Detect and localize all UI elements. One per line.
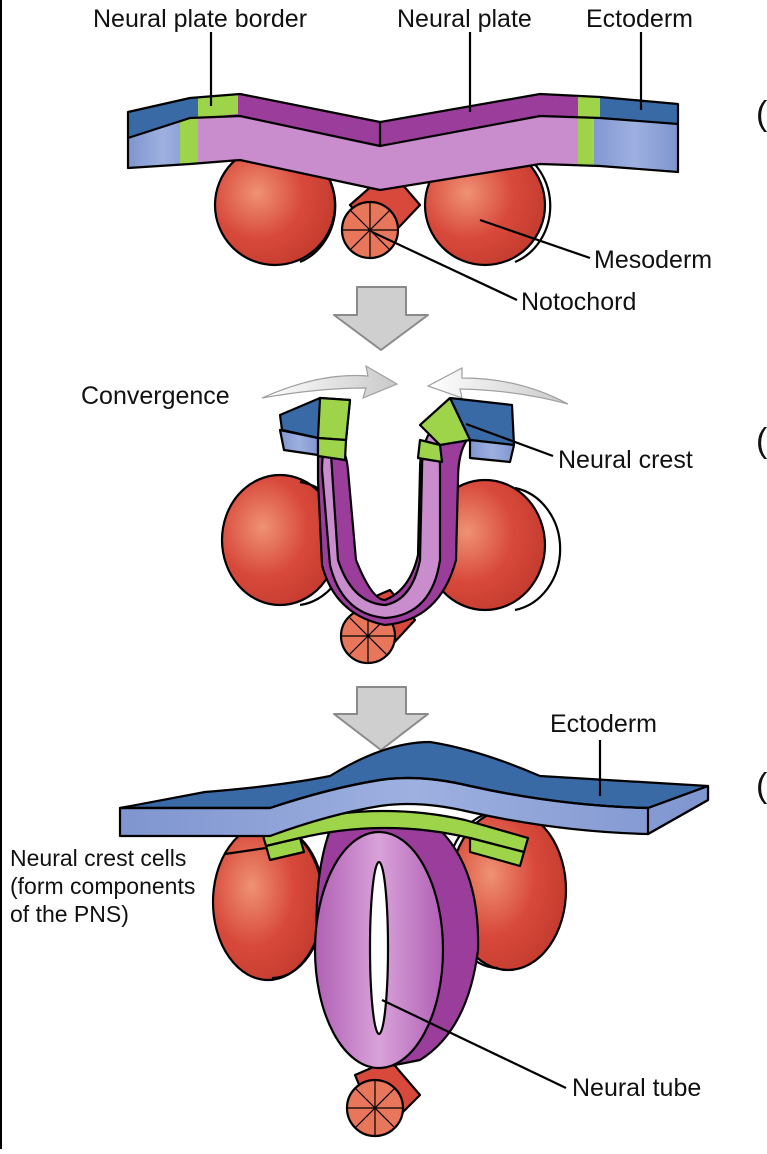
notochord-c (345, 1058, 422, 1138)
label-notochord: Notochord (521, 288, 636, 316)
neural-crest-cells-c (260, 809, 530, 868)
down-arrow-2 (333, 686, 429, 751)
label-neural-plate: Neural plate (397, 5, 532, 33)
label-neural-crest-cells-1: Neural crest cells (10, 845, 186, 871)
stage-marker-a: ( (756, 95, 767, 133)
leader-mesoderm (479, 218, 591, 260)
convergence-arrow-right (426, 367, 569, 405)
stage-a: Neural plate border Neural plate Ectoder… (93, 5, 767, 316)
convergence-arrow-left (261, 364, 399, 400)
label-ectoderm-top: Ectoderm (586, 5, 693, 33)
label-convergence: Convergence (81, 382, 230, 410)
ectoderm-sheet-c (118, 740, 710, 838)
neural-plate-sheet-a (126, 92, 680, 192)
leader-notochord (371, 231, 518, 301)
stage-marker-c: ( (756, 767, 767, 805)
leader-neural-tube (381, 999, 567, 1089)
label-neural-plate-border: Neural plate border (93, 5, 307, 33)
label-neural-crest-cells-2: (form components (10, 873, 195, 899)
label-neural-tube: Neural tube (572, 1074, 701, 1102)
neural-groove-b (278, 396, 516, 627)
label-neural-crest-cells-3: of the PNS) (10, 901, 129, 927)
label-ectoderm-bottom: Ectoderm (550, 710, 657, 738)
stage-b: Convergence Neural crest ( (81, 364, 767, 665)
stage-marker-b: ( (756, 422, 767, 460)
leader-neural-crest-cells (224, 846, 267, 856)
leader-neural-crest (465, 422, 554, 458)
label-mesoderm: Mesoderm (594, 246, 712, 274)
stage-c: Ectoderm Neural crest cells (form compon… (10, 710, 767, 1138)
label-neural-crest: Neural crest (558, 446, 693, 474)
neural-tube-c (313, 818, 480, 1070)
down-arrow-1 (333, 286, 429, 351)
